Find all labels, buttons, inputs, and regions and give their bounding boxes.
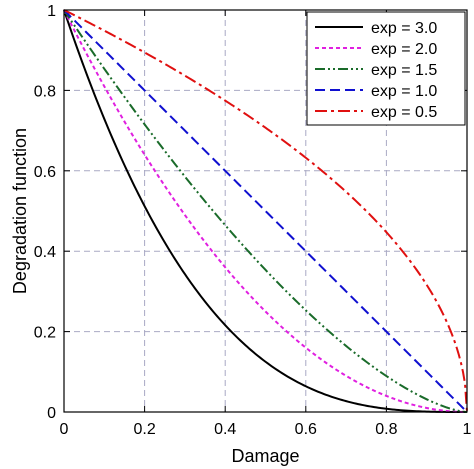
legend-label-0: exp = 3.0 bbox=[371, 20, 437, 37]
series-line-3 bbox=[63, 9, 468, 413]
y-tick-label: 0 bbox=[47, 405, 56, 422]
plot-frame bbox=[63, 9, 468, 413]
x-tick-label: 0.2 bbox=[133, 421, 155, 438]
x-tick-label: 0.8 bbox=[375, 421, 397, 438]
y-axis-label: Degradation function bbox=[10, 128, 30, 294]
x-axis-label: Damage bbox=[231, 446, 299, 466]
curves bbox=[63, 9, 468, 413]
x-tick-label: 0.6 bbox=[295, 421, 317, 438]
x-tick-label: 1 bbox=[463, 421, 472, 438]
series-line-4 bbox=[63, 9, 468, 413]
legend-label-1: exp = 2.0 bbox=[371, 41, 437, 58]
y-tick-label: 0.2 bbox=[34, 325, 56, 342]
legend-label-4: exp = 0.5 bbox=[371, 104, 437, 121]
y-tick-label: 0.6 bbox=[34, 164, 56, 181]
y-tick-label: 0.4 bbox=[34, 244, 56, 261]
x-tick-label: 0.4 bbox=[214, 421, 236, 438]
x-tick-label: 0 bbox=[60, 421, 69, 438]
legend: exp = 3.0 exp = 2.0 exp = 1.5 exp = 1.0 exp … bbox=[306, 11, 466, 126]
legend-label-3: exp = 1.0 bbox=[371, 83, 437, 100]
y-tick-label: 0.8 bbox=[34, 83, 56, 100]
y-tick-label: 1 bbox=[47, 3, 56, 20]
series-line-0 bbox=[63, 9, 467, 413]
legend-label-2: exp = 1.5 bbox=[371, 62, 437, 79]
ticks: 0 0.2 0.4 0.6 0.8 1 0 0.2 0.4 0.6 0.8 1 bbox=[34, 3, 472, 438]
series-line-1 bbox=[63, 9, 468, 413]
series-line-2 bbox=[63, 9, 468, 413]
